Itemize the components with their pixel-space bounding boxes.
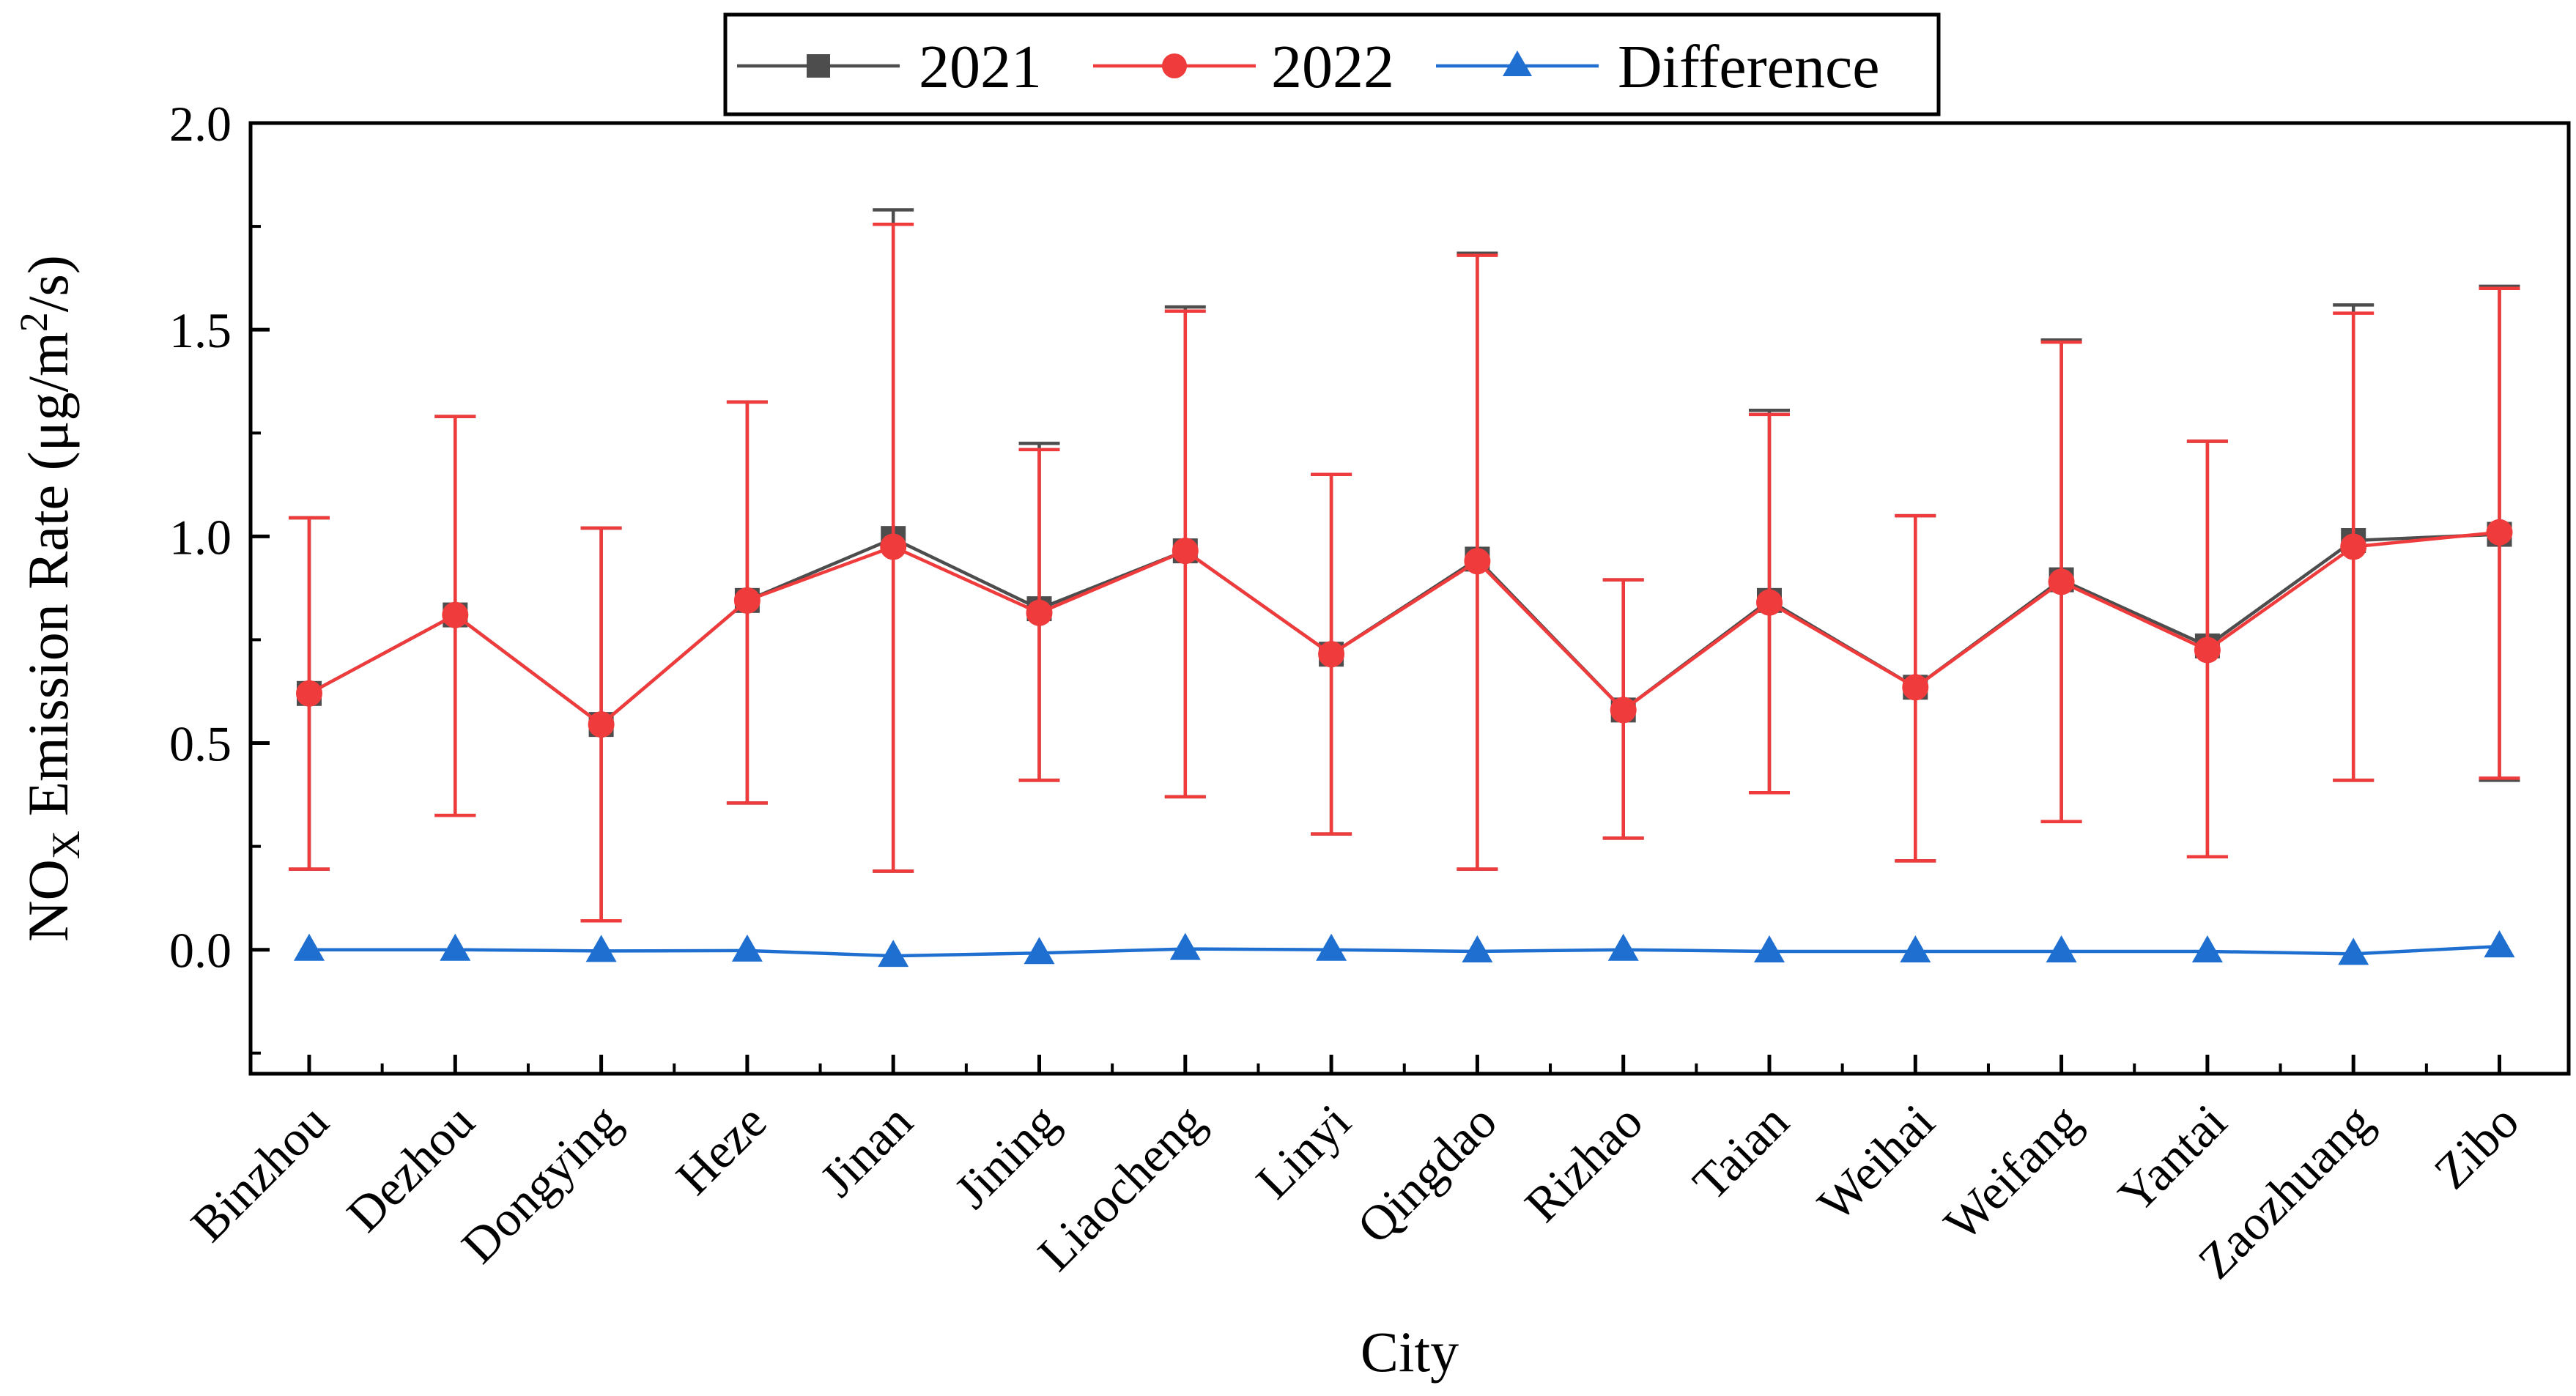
data-point (2338, 938, 2369, 965)
data-point (294, 933, 325, 961)
plot-area (289, 208, 2520, 968)
data-point (2340, 533, 2367, 560)
data-point (1318, 641, 1345, 668)
y-tick-label: 1.0 (169, 509, 232, 565)
data-point (440, 933, 471, 961)
legend-label: Difference (1618, 33, 1880, 101)
y-tick-label: 1.5 (169, 302, 232, 358)
data-point (2048, 568, 2075, 595)
data-point (1900, 935, 1931, 962)
data-point (1169, 932, 1201, 960)
data-point (733, 587, 760, 614)
data-point (585, 935, 617, 962)
data-point (2046, 935, 2077, 962)
data-point (1024, 937, 1055, 965)
plot-frame (248, 121, 2571, 1076)
legend: 2021 2022 Difference (723, 12, 1941, 116)
series-difference (294, 930, 2515, 968)
y-tick-label: 0.5 (169, 716, 232, 772)
legend-marker (1503, 51, 1532, 76)
data-point (1172, 538, 1199, 565)
data-point (2484, 930, 2515, 958)
legend-label: 2022 (1271, 33, 1394, 101)
series-line (308, 530, 2500, 727)
data-point (1754, 935, 1785, 962)
legend-entry-2021: 2021 (737, 33, 1042, 101)
x-axis-title: City (1361, 1320, 1459, 1384)
legend-box (723, 12, 1941, 116)
data-point (296, 680, 322, 707)
data-point (731, 934, 763, 962)
legend-entry-2022: 2022 (1093, 33, 1394, 101)
legend-entry-difference: Difference (1436, 33, 1880, 101)
legend-marker (1162, 53, 1187, 78)
data-point (1316, 933, 1347, 961)
y-tick-label: 0.0 (169, 923, 232, 979)
data-point (878, 940, 909, 968)
series-line (309, 944, 2500, 958)
data-point (1756, 589, 1783, 616)
data-point (1026, 599, 1053, 626)
data-point (1902, 674, 1929, 701)
data-point (2194, 636, 2221, 664)
series-2022 (289, 223, 2520, 923)
data-point (588, 711, 615, 738)
data-point (880, 533, 907, 560)
y-axis-title: NOX Emission Rate (μg/m2/s) (12, 255, 88, 942)
data-point (2486, 519, 2513, 546)
data-point (442, 601, 469, 628)
data-point (1607, 933, 1639, 961)
data-point (1462, 935, 1493, 962)
data-point (1610, 697, 1637, 724)
data-point (2191, 935, 2223, 962)
legend-marker (807, 54, 830, 78)
data-point (1464, 548, 1491, 575)
y-tick-label: 2.0 (169, 96, 232, 152)
legend-label: 2021 (919, 33, 1042, 101)
